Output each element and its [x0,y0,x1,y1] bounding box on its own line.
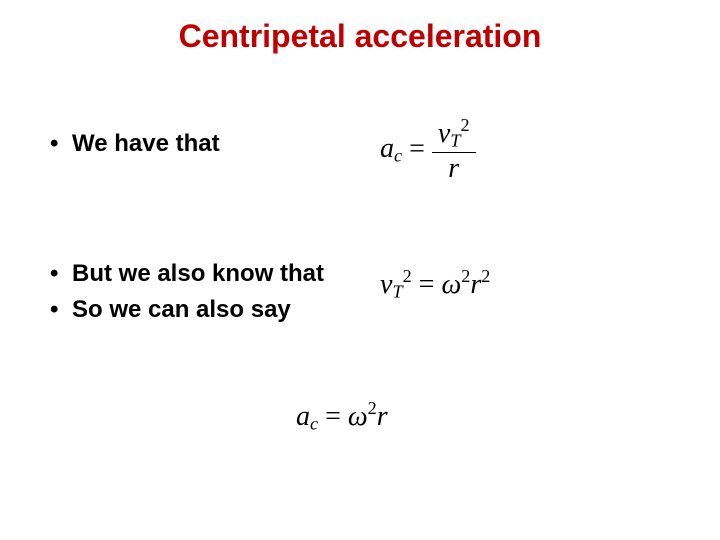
bullet-dot-3: • [50,296,72,324]
eq1-den: r [432,153,476,183]
bullet-1-text: We have that [72,130,220,157]
eq2-lhs-sup: 2 [403,266,412,286]
eq1-equals: = [409,133,432,164]
eq2-lhs-sub: T [392,281,402,301]
bullet-3: •So we can also say [50,296,291,324]
eq3-rhs-a-sup: 2 [368,398,377,418]
eq2-equals: = [419,269,442,300]
eq1-num-base: v [438,118,450,149]
bullet-dot-2: • [50,260,72,288]
eq2-rhs-b-base: r [470,269,481,300]
eq2-rhs-a-sup: 2 [461,266,470,286]
equation-3: ac = ω2r [296,398,388,434]
eq3-lhs-base: a [296,401,310,432]
slide-title: Centripetal acceleration [0,18,720,55]
eq1-fraction: vT2 r [432,116,476,183]
eq2-lhs-base: v [380,269,392,300]
equation-1: ac = vT2 r [380,116,476,183]
bullet-2-text: But we also know that [72,260,324,287]
eq3-equals: = [325,401,348,432]
bullet-dot-1: • [50,130,72,158]
eq1-lhs-base: a [380,133,394,164]
eq2-rhs-a-base: ω [441,269,461,300]
bullet-3-text: So we can also say [72,296,291,323]
eq2-rhs-b-sup: 2 [481,266,490,286]
bullet-2: •But we also know that [50,260,324,288]
bullet-1: •We have that [50,130,220,158]
equation-2: vT2 = ω2r2 [380,266,490,302]
eq1-num-sup: 2 [460,115,469,135]
eq3-rhs-a-base: ω [348,401,368,432]
eq3-lhs-sub: c [310,413,318,433]
eq1-lhs-sub: c [394,145,402,165]
eq1-num-sub: T [450,130,460,150]
eq3-rhs-b-base: r [377,401,388,432]
